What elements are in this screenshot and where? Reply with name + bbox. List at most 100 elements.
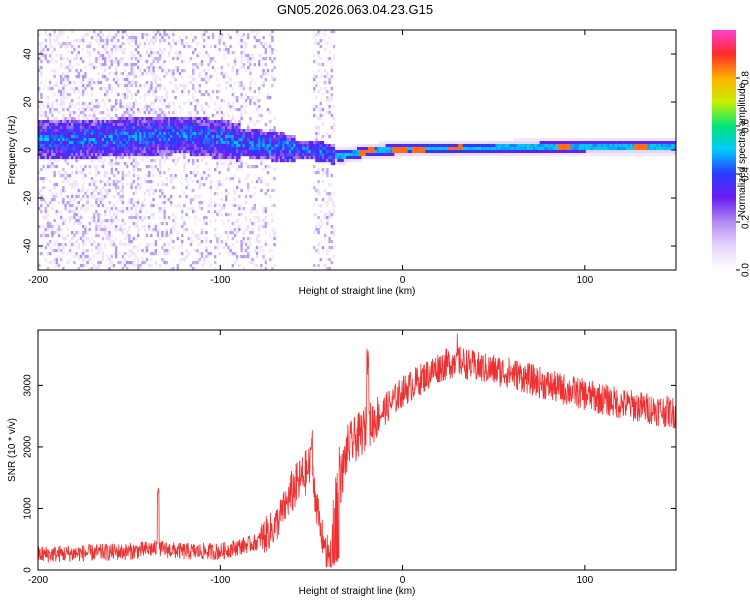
spectrogram-cell — [326, 111, 329, 115]
spectrogram-cell — [38, 57, 41, 61]
spectrogram-cell — [115, 162, 118, 166]
spectrogram-cell — [255, 153, 259, 157]
spectrogram-cell — [159, 87, 162, 91]
spectrogram-cell — [286, 156, 289, 160]
spectrogram-cell — [262, 144, 265, 148]
spectrogram-cell — [247, 153, 250, 157]
spectrogram-cell — [187, 141, 190, 145]
spectrogram-cell — [115, 153, 118, 157]
spectrogram-cell — [38, 99, 41, 103]
spectrogram-cell — [196, 171, 199, 175]
spectrogram-cell — [493, 141, 496, 145]
spectrogram-cell — [231, 66, 234, 70]
spectrogram-cell — [539, 150, 542, 154]
spectrogram-cell — [150, 150, 153, 154]
spectrogram-cell — [255, 45, 259, 49]
spectrogram-cell — [412, 150, 415, 154]
spectrogram-cell — [176, 237, 179, 241]
spectrogram-cell — [271, 237, 274, 241]
spectrogram-cell — [79, 213, 83, 217]
spectrogram-cell — [324, 147, 327, 151]
spectrogram-cell — [64, 159, 67, 163]
spectrogram-cell — [137, 129, 140, 133]
spectrogram-cell — [264, 261, 267, 265]
spectrogram-cell — [121, 261, 124, 265]
spectrogram-cell — [649, 144, 652, 148]
spectrogram-cell — [332, 153, 336, 157]
spectrogram-cell — [255, 120, 259, 124]
spectrogram-cell — [502, 153, 505, 157]
spectrogram-cell — [273, 156, 276, 160]
spectrogram-cell — [330, 144, 333, 148]
spectrogram-cell — [82, 105, 85, 109]
spectrogram-cell — [167, 111, 171, 115]
spectrogram-cell — [491, 141, 494, 145]
spectrogram-cell — [339, 153, 342, 157]
spectrogram-cell — [288, 153, 292, 157]
spectrogram-cell — [183, 60, 186, 64]
spectrogram-cell — [425, 153, 428, 157]
spectrogram-cell — [203, 138, 206, 142]
spectrogram-cell — [101, 129, 105, 133]
spectrogram-cell — [251, 138, 254, 142]
spectrogram-cell — [57, 138, 61, 142]
spectrogram-cell — [141, 204, 144, 208]
spectrogram-cell — [427, 153, 430, 157]
spectrogram-cell — [77, 156, 80, 160]
spectrogram-cell — [227, 51, 230, 55]
spectrogram-cell — [121, 255, 124, 259]
spectrogram-cell — [110, 126, 113, 130]
spectrogram-cell — [258, 135, 261, 139]
spectrogram-cell — [161, 183, 164, 187]
spectrogram-cell — [66, 66, 69, 70]
spectrogram-cell — [260, 84, 263, 88]
spectrogram-cell — [253, 123, 256, 127]
spectrogram-cell — [196, 66, 199, 70]
spectrogram-cell — [148, 123, 151, 127]
spectrogram-cell — [200, 129, 204, 133]
spectrogram-cell — [328, 36, 331, 40]
spectrogram-cell — [82, 195, 85, 199]
spectrogram-cell — [253, 249, 256, 253]
spectrogram-cell — [225, 45, 228, 49]
spectrogram-cell — [117, 126, 120, 130]
spectrogram-cell — [203, 222, 206, 226]
spectrogram-cell — [156, 138, 160, 142]
spectrogram-cell — [269, 126, 272, 130]
spectrogram-cell — [176, 144, 179, 148]
spectrogram-cell — [291, 159, 294, 163]
spectrogram-cell — [115, 225, 118, 229]
spectrogram-cell — [220, 69, 223, 73]
spectrogram-cell — [115, 147, 118, 151]
spectrogram-cell — [486, 150, 490, 154]
spectrogram-cell — [473, 141, 476, 145]
spectrogram-cell — [178, 204, 182, 208]
spectrogram-cell — [229, 141, 232, 145]
spectrogram-cell — [203, 141, 206, 145]
spectrogram-cell — [139, 210, 142, 214]
spectrogram-cell — [623, 144, 626, 148]
spectrogram-cell — [176, 150, 179, 154]
spectrogram-cell — [242, 48, 245, 52]
spectrogram-cell — [77, 114, 80, 118]
spectrogram-cell — [297, 147, 300, 151]
spectrogram-cell — [139, 216, 142, 220]
spectrogram-cell — [90, 132, 94, 136]
spectrogram-cell — [115, 144, 118, 148]
spectrogram-cell — [42, 231, 45, 235]
spectrogram-cell — [321, 75, 325, 79]
spectrogram-cell — [156, 207, 160, 211]
spectrogram-cell — [66, 180, 69, 184]
spectrogram-cell — [614, 138, 617, 142]
spectrogram-cell — [172, 213, 175, 217]
spectrogram-cell — [647, 153, 650, 157]
spectrogram-cell — [247, 126, 250, 130]
spectrogram-cell — [211, 123, 215, 127]
spectrogram-cell — [269, 249, 272, 253]
spectrogram-cell — [222, 123, 226, 127]
spectrogram-cell — [194, 267, 197, 271]
spectrogram-cell — [93, 141, 96, 145]
spectrogram-cell — [183, 162, 186, 166]
spectrogram-cell — [172, 186, 175, 190]
spectrogram-cell — [434, 150, 437, 154]
